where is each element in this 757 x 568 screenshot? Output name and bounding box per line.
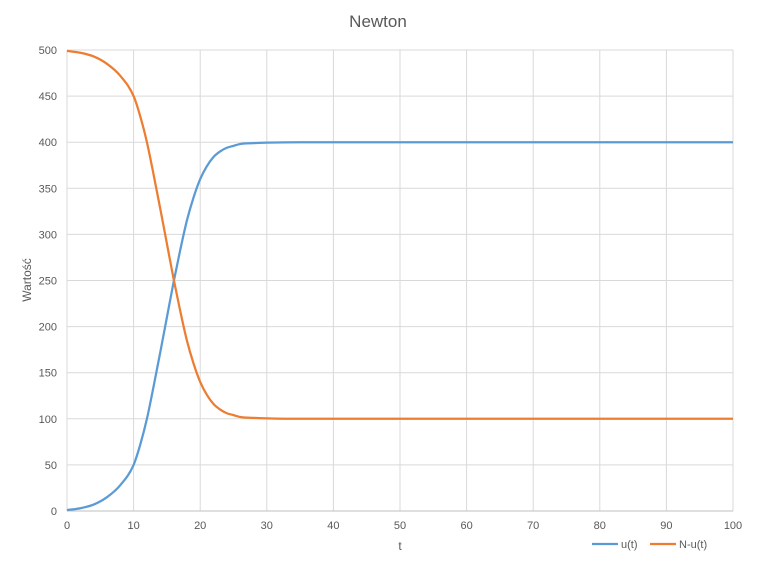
x-tick-label: 50 [394, 520, 406, 532]
x-tick-label: 70 [527, 520, 539, 532]
y-tick-label: 50 [45, 460, 57, 472]
x-tick-label: 90 [660, 520, 672, 532]
x-tick-label: 40 [327, 520, 339, 532]
x-tick-label: 0 [64, 520, 70, 532]
y-axis-label: Wartość [20, 258, 34, 302]
y-tick-label: 350 [39, 183, 57, 195]
y-tick-label: 500 [39, 45, 57, 57]
x-tick-label: 10 [127, 520, 139, 532]
legend: u(t) N-u(t) [592, 539, 707, 551]
chart-title: Newton [349, 12, 407, 31]
y-tick-label: 400 [39, 137, 57, 149]
legend-entry: u(t) [621, 539, 638, 551]
series-line-1 [66, 49, 733, 420]
series-group [66, 49, 733, 512]
legend-entry: N-u(t) [679, 539, 707, 551]
x-axis-label: t [398, 539, 402, 553]
x-tick-label: 80 [594, 520, 606, 532]
y-tick-label: 300 [39, 229, 57, 241]
x-tick-label: 30 [261, 520, 273, 532]
y-tick-label: 150 [39, 368, 57, 380]
series-line-0 [66, 141, 733, 512]
grid [67, 49, 734, 511]
y-tick-label: 450 [39, 91, 57, 103]
axes: 0 50 100 150 200 250 300 350 400 450 500 0 10 20 30 40 5… [39, 45, 743, 532]
y-tick-label: 0 [51, 506, 57, 518]
x-tick-label: 100 [724, 520, 742, 532]
y-tick-label: 250 [39, 276, 57, 288]
x-tick-label: 60 [460, 520, 472, 532]
y-tick-label: 100 [39, 414, 57, 426]
y-tick-label: 200 [39, 322, 57, 334]
x-tick-label: 20 [194, 520, 206, 532]
